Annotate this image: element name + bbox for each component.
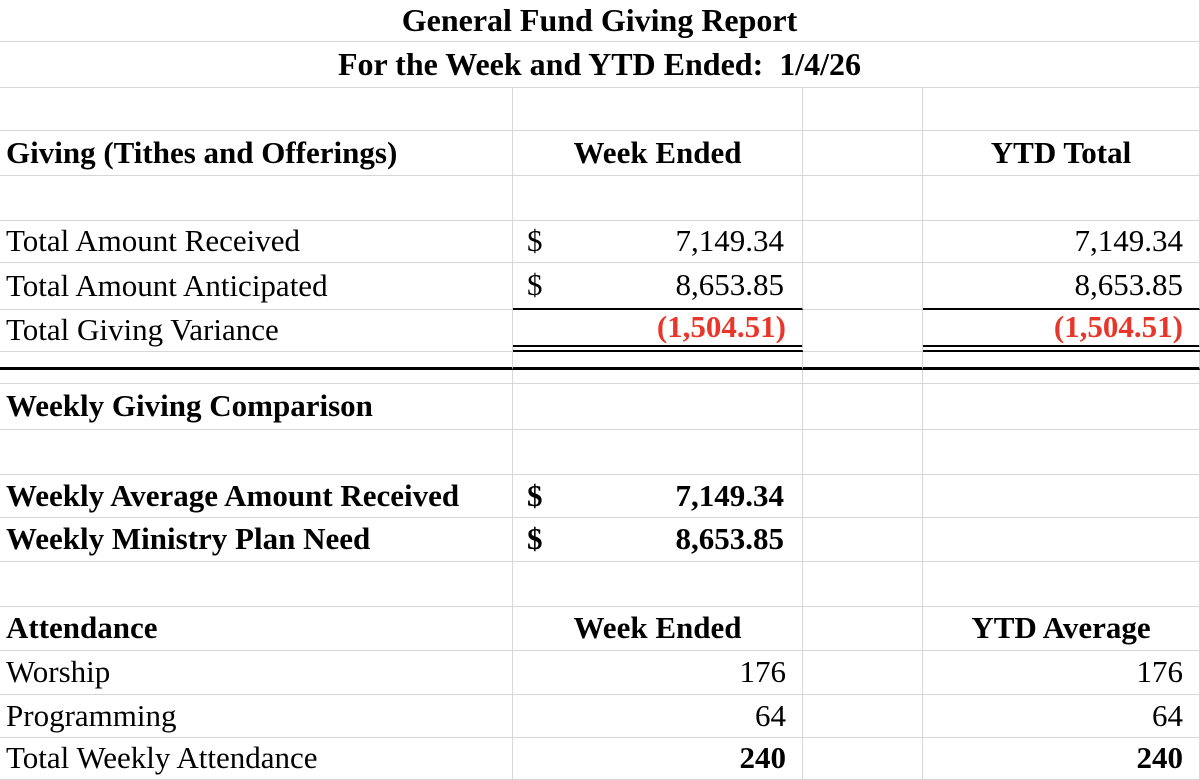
spacer-cell xyxy=(803,562,923,607)
spacer-cell xyxy=(0,430,513,475)
worship-label: Worship xyxy=(0,651,513,695)
total-giving-variance-week-value: (1,504.51) xyxy=(513,310,803,352)
attendance-section-title: Attendance xyxy=(0,607,513,651)
total-amount-anticipated-week-cell: $ 8,653.85 xyxy=(513,263,803,310)
spacer-cell xyxy=(923,562,1200,607)
spacer-cell xyxy=(803,738,923,780)
spacer-cell xyxy=(803,221,923,263)
currency-symbol: $ xyxy=(527,521,543,557)
weekly-average-received-row: Weekly Average Amount Received $ 7,149.3… xyxy=(0,475,1200,518)
currency-symbol: $ xyxy=(527,267,543,303)
total-amount-received-row: Total Amount Received $ 7,149.34 7,149.3… xyxy=(0,221,1200,263)
programming-label: Programming xyxy=(0,695,513,738)
giving-ytd-total-header: YTD Total xyxy=(923,131,1200,176)
weekly-ministry-plan-need-row: Weekly Ministry Plan Need $ 8,653.85 xyxy=(0,518,1200,562)
giving-week-ended-header: Week Ended xyxy=(513,131,803,176)
spacer-row xyxy=(0,88,1200,131)
spacer-cell xyxy=(803,475,923,518)
total-weekly-attendance-week-value: 240 xyxy=(513,738,803,780)
worship-week-value: 176 xyxy=(513,651,803,695)
spacer-cell xyxy=(0,352,513,370)
total-amount-received-label: Total Amount Received xyxy=(0,221,513,263)
spacer-cell xyxy=(803,310,923,352)
currency-symbol: $ xyxy=(527,477,543,513)
spacer-cell xyxy=(0,370,513,384)
total-giving-variance-row: Total Giving Variance (1,504.51) (1,504.… xyxy=(0,310,1200,352)
weekly-average-received-label: Weekly Average Amount Received xyxy=(0,475,513,518)
total-amount-anticipated-ytd-value: 8,653.85 xyxy=(923,263,1200,310)
total-amount-anticipated-label: Total Amount Anticipated xyxy=(0,263,513,310)
total-amount-received-week-cell: $ 7,149.34 xyxy=(513,221,803,263)
spacer-cell xyxy=(923,88,1200,131)
spacer-cell xyxy=(513,176,803,221)
spacer-cell xyxy=(803,263,923,310)
weekly-ministry-plan-need-label: Weekly Ministry Plan Need xyxy=(0,518,513,562)
title-row: General Fund Giving Report xyxy=(0,0,1200,42)
spacer-cell xyxy=(0,176,513,221)
spacer-cell xyxy=(923,430,1200,475)
weekly-ministry-plan-need-week-cell: $ 8,653.85 xyxy=(513,518,803,562)
spacer-cell xyxy=(513,384,803,430)
spacer-cell xyxy=(513,562,803,607)
weekly-comparison-header-row: Weekly Giving Comparison xyxy=(0,384,1200,430)
spacer-cell xyxy=(923,475,1200,518)
spacer-cell xyxy=(0,88,513,131)
spacer-row xyxy=(0,430,1200,475)
spacer-cell xyxy=(513,352,803,370)
spacer-cell xyxy=(513,88,803,131)
attendance-header-row: Attendance Week Ended YTD Average xyxy=(0,607,1200,651)
spacer-cell xyxy=(803,370,923,384)
spacer-cell xyxy=(803,384,923,430)
total-amount-received-week-value: 7,149.34 xyxy=(675,223,785,259)
worship-row: Worship 176 176 xyxy=(0,651,1200,695)
spacer-cell xyxy=(923,370,1200,384)
worship-ytd-value: 176 xyxy=(923,651,1200,695)
report-subtitle: For the Week and YTD Ended: 1/4/26 xyxy=(0,42,1200,88)
spacer-cell xyxy=(803,88,923,131)
total-giving-variance-label: Total Giving Variance xyxy=(0,310,513,352)
spacer-cell xyxy=(803,518,923,562)
report-title: General Fund Giving Report xyxy=(0,0,1200,42)
total-giving-variance-ytd-value: (1,504.51) xyxy=(923,310,1200,352)
spacer-cell xyxy=(923,352,1200,370)
spacer-cell xyxy=(803,430,923,475)
spacer-cell xyxy=(803,131,923,176)
spacer-cell xyxy=(513,370,803,384)
subtitle-row: For the Week and YTD Ended: 1/4/26 xyxy=(0,42,1200,88)
spacer-cell xyxy=(803,695,923,738)
section-divider-row xyxy=(0,352,1200,370)
total-amount-anticipated-week-value: 8,653.85 xyxy=(675,267,785,303)
weekly-ministry-plan-need-week-value: 8,653.85 xyxy=(675,521,785,557)
total-weekly-attendance-row: Total Weekly Attendance 240 240 xyxy=(0,738,1200,780)
weekly-average-received-week-value: 7,149.34 xyxy=(675,477,785,513)
spacer-cell xyxy=(803,651,923,695)
spacer-cell xyxy=(803,607,923,651)
spacer-cell xyxy=(923,176,1200,221)
spacer-cell xyxy=(0,562,513,607)
spacer-cell xyxy=(923,384,1200,430)
programming-week-value: 64 xyxy=(513,695,803,738)
total-amount-anticipated-row: Total Amount Anticipated $ 8,653.85 8,65… xyxy=(0,263,1200,310)
spacer-row xyxy=(0,370,1200,384)
weekly-comparison-section-title: Weekly Giving Comparison xyxy=(0,384,513,430)
spacer-cell xyxy=(513,430,803,475)
programming-row: Programming 64 64 xyxy=(0,695,1200,738)
weekly-average-received-week-cell: $ 7,149.34 xyxy=(513,475,803,518)
programming-ytd-value: 64 xyxy=(923,695,1200,738)
spacer-row xyxy=(0,562,1200,607)
currency-symbol: $ xyxy=(527,223,543,259)
giving-section-title: Giving (Tithes and Offerings) xyxy=(0,131,513,176)
attendance-week-ended-header: Week Ended xyxy=(513,607,803,651)
total-amount-received-ytd-value: 7,149.34 xyxy=(923,221,1200,263)
attendance-ytd-average-header: YTD Average xyxy=(923,607,1200,651)
spacer-cell xyxy=(923,518,1200,562)
giving-header-row: Giving (Tithes and Offerings) Week Ended… xyxy=(0,131,1200,176)
total-weekly-attendance-label: Total Weekly Attendance xyxy=(0,738,513,780)
spacer-row xyxy=(0,176,1200,221)
total-weekly-attendance-ytd-value: 240 xyxy=(923,738,1200,780)
spacer-cell xyxy=(803,176,923,221)
spacer-cell xyxy=(803,352,923,370)
